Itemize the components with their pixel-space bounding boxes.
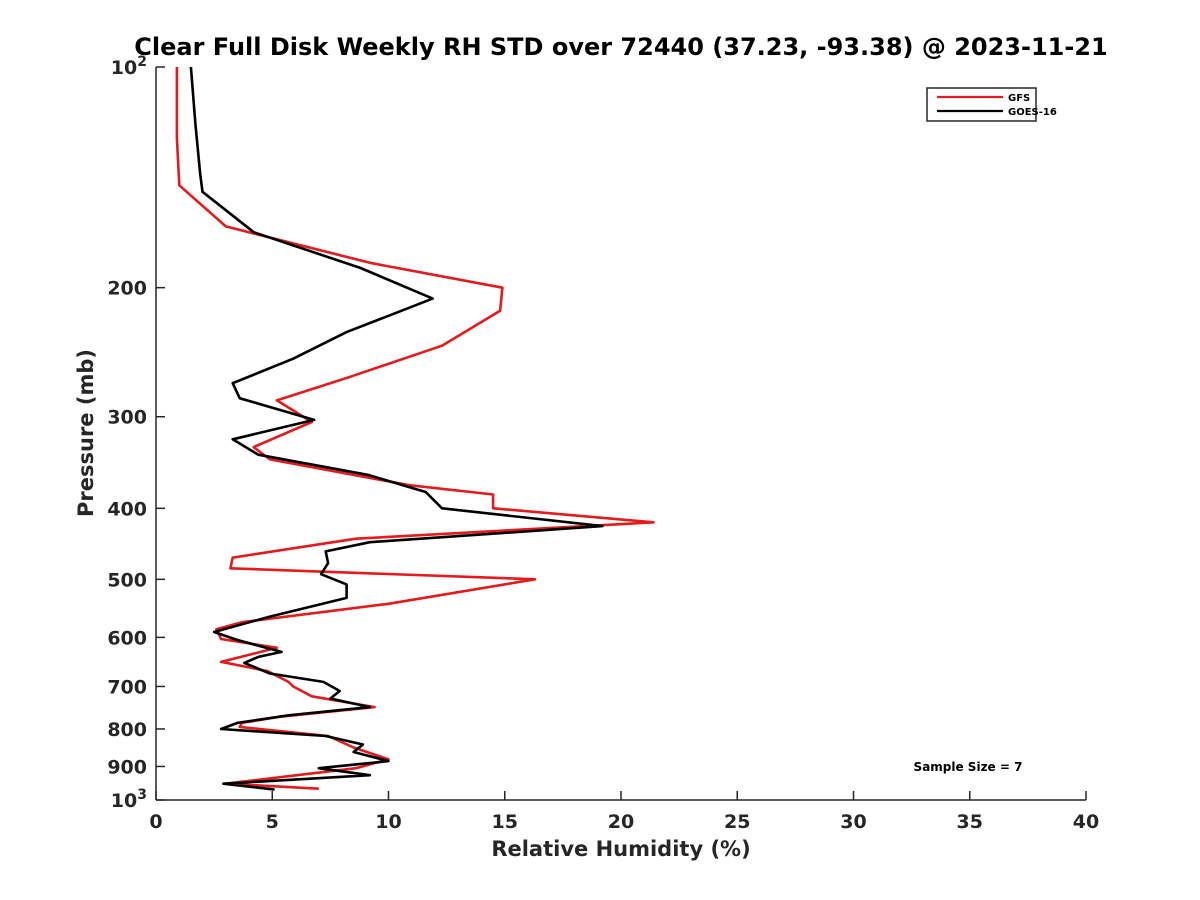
y-tick-label: 400: [107, 498, 147, 520]
x-tick-label: 10: [375, 811, 401, 833]
y-axis: 102 200 300 400 500 600 700 800 900 103: [107, 54, 165, 812]
y-tick-label: 500: [107, 569, 147, 591]
x-tick-label: 20: [608, 811, 634, 833]
x-axis-label: Relative Humidity (%): [491, 837, 750, 861]
y-tick-label: 300: [107, 407, 147, 429]
x-tick-label: 35: [957, 811, 983, 833]
y-axis-label: Pressure (mb): [74, 349, 98, 517]
y-tick-label: 102: [111, 54, 147, 79]
y-tick-label: 103: [111, 787, 147, 812]
plot-area: [155, 67, 1086, 801]
series-line-gfs: [175, 67, 655, 790]
x-axis: 0 5 10 15 20 25 30 35 40: [149, 791, 1099, 833]
y-tick-label: 600: [107, 627, 147, 649]
sample-size-annotation: Sample Size = 7: [914, 760, 1023, 774]
y-tick-label: 900: [107, 756, 147, 778]
series-line-goes16: [189, 66, 604, 791]
x-tick-label: 15: [492, 811, 518, 833]
x-tick-label: 25: [724, 811, 750, 833]
legend-label-goes16: GOES-16: [1008, 107, 1057, 118]
y-tick-label: 700: [107, 676, 147, 698]
x-tick-label: 5: [266, 811, 279, 833]
chart-title: Clear Full Disk Weekly RH STD over 72440…: [134, 33, 1107, 61]
legend-box: [926, 87, 1037, 122]
y-tick-label: 800: [107, 719, 147, 741]
series-layer: [175, 66, 655, 791]
x-tick-label: 40: [1073, 811, 1099, 833]
y-tick-label: 200: [107, 278, 147, 300]
legend: GFS GOES-16: [926, 87, 1057, 122]
x-tick-label: 0: [149, 811, 162, 833]
legend-label-gfs: GFS: [1008, 93, 1030, 104]
x-tick-label: 30: [840, 811, 866, 833]
